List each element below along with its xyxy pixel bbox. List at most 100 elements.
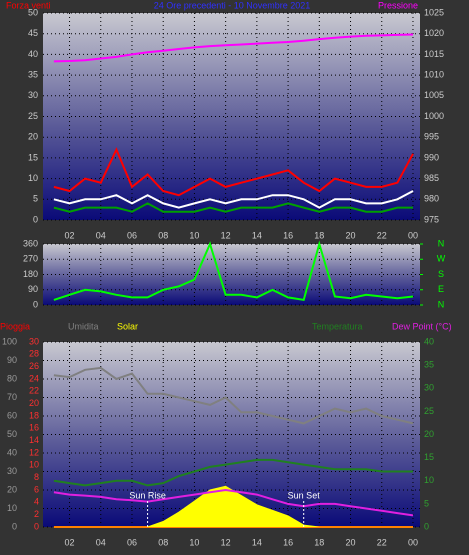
y-tick-label: 100: [2, 336, 17, 346]
series-line: [53, 33, 414, 63]
x-tick-label: 10: [189, 537, 199, 547]
y2-tick-label: 25: [424, 406, 434, 416]
y2-tick-label: N: [438, 299, 445, 309]
y2-tick-label: 30: [424, 383, 434, 393]
y3-tick-label: 8: [34, 472, 39, 482]
y3-tick-label: 24: [29, 373, 39, 383]
annotation: Sun Set: [288, 490, 321, 500]
x-tick-label: 20: [346, 537, 356, 547]
legend-entry: Temperatura: [312, 321, 363, 331]
y2-tick-label: 975: [424, 214, 439, 224]
y3-tick-label: 28: [29, 349, 39, 359]
y3-tick-label: 10: [29, 460, 39, 470]
y-tick-label: 30: [28, 90, 38, 100]
series-line: [53, 366, 414, 425]
y2-tick-label: 1025: [424, 7, 444, 17]
y2-tick-label: E: [438, 284, 444, 294]
y2-tick-label: 1015: [424, 49, 444, 59]
y-tick-label: 70: [7, 392, 17, 402]
y2-tick-label: 1005: [424, 90, 444, 100]
y-tick-label: 0: [33, 299, 38, 309]
x-tick-label: 12: [221, 230, 231, 240]
y-tick-label: 90: [7, 355, 17, 365]
x-tick-label: 10: [189, 230, 199, 240]
y3-tick-label: 4: [34, 497, 39, 507]
series-line: [53, 488, 414, 517]
x-tick-label: 14: [252, 230, 262, 240]
y2-tick-label: 40: [424, 336, 434, 346]
y-tick-label: 35: [28, 69, 38, 79]
x-tick-label: 12: [221, 537, 231, 547]
y-tick-label: 20: [28, 132, 38, 142]
x-tick-label: 16: [283, 230, 293, 240]
y2-tick-label: 35: [424, 360, 434, 370]
y2-tick-label: N: [438, 238, 445, 248]
y2-tick-label: W: [437, 254, 446, 264]
legend-entry: Pioggia: [0, 321, 30, 331]
wind-label: Forza venti: [6, 0, 51, 10]
legend-entry: Umidita: [68, 321, 99, 331]
y3-tick-label: 20: [29, 398, 39, 408]
y2-tick-label: 15: [424, 452, 434, 462]
x-tick-label: 02: [65, 537, 75, 547]
series-line: [53, 190, 414, 209]
x-tick-label: 00: [408, 230, 418, 240]
y3-tick-label: 0: [34, 521, 39, 531]
x-tick-label: 22: [377, 537, 387, 547]
y-tick-label: 50: [28, 7, 38, 17]
x-tick-label: 14: [252, 537, 262, 547]
y2-tick-label: 990: [424, 152, 439, 162]
series-line: [53, 147, 414, 197]
legend-entry: Dew Point (°C): [392, 321, 452, 331]
x-tick-label: 20: [346, 230, 356, 240]
y-tick-label: 0: [33, 214, 38, 224]
annotation: Sun Rise: [129, 490, 166, 500]
y2-tick-label: 0: [424, 521, 429, 531]
x-tick-label: 04: [96, 230, 106, 240]
y-tick-label: 45: [28, 28, 38, 38]
y-tick-label: 10: [7, 503, 17, 513]
y-tick-label: 360: [23, 238, 38, 248]
x-tick-label: 04: [96, 537, 106, 547]
x-tick-label: 00: [408, 537, 418, 547]
y3-tick-label: 2: [34, 509, 39, 519]
x-tick-label: 22: [377, 230, 387, 240]
y3-tick-label: 12: [29, 447, 39, 457]
x-tick-label: 02: [65, 230, 75, 240]
solar-area: [53, 485, 413, 528]
y3-tick-label: 6: [34, 484, 39, 494]
x-tick-label: 08: [158, 537, 168, 547]
y-tick-label: 0: [12, 521, 17, 531]
y-tick-label: 20: [7, 484, 17, 494]
y3-tick-label: 18: [29, 410, 39, 420]
legend-entry: Solar: [117, 321, 138, 331]
x-tick-label: 16: [283, 537, 293, 547]
y-tick-label: 30: [7, 466, 17, 476]
y-tick-label: 5: [33, 194, 38, 204]
series-line: [53, 458, 413, 487]
y-tick-label: 40: [28, 49, 38, 59]
y3-tick-label: 26: [29, 361, 39, 371]
x-tick-label: 06: [127, 537, 137, 547]
x-tick-label: 08: [158, 230, 168, 240]
y-tick-label: 25: [28, 111, 38, 121]
y2-tick-label: 995: [424, 132, 439, 142]
x-tick-label: 18: [314, 537, 324, 547]
y2-tick-label: 1000: [424, 111, 444, 121]
y3-tick-label: 14: [29, 435, 39, 445]
x-tick-label: 06: [127, 230, 137, 240]
y2-tick-label: 980: [424, 194, 439, 204]
y-tick-label: 270: [23, 254, 38, 264]
pressure-label: Pressione: [378, 0, 418, 10]
y2-tick-label: 985: [424, 173, 439, 183]
x-tick-label: 18: [314, 230, 324, 240]
y2-tick-label: 1010: [424, 69, 444, 79]
y3-tick-label: 22: [29, 386, 39, 396]
series-line: [53, 240, 414, 302]
y-tick-label: 15: [28, 152, 38, 162]
y-tick-label: 80: [7, 373, 17, 383]
y2-tick-label: S: [438, 269, 444, 279]
y2-tick-label: 20: [424, 429, 434, 439]
y-tick-label: 180: [23, 269, 38, 279]
